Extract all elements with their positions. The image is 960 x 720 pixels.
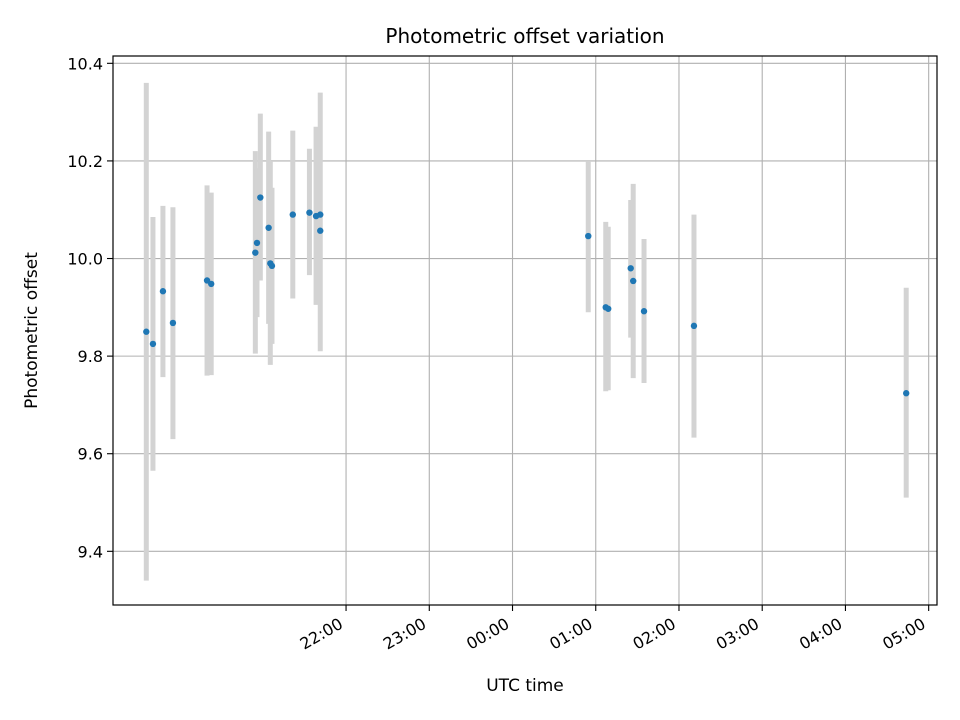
y-tick-label: 9.4 — [78, 542, 103, 561]
data-point — [265, 224, 272, 231]
y-tick-label: 10.0 — [67, 250, 103, 269]
data-point — [317, 227, 324, 234]
data-point — [640, 308, 648, 315]
data-point — [289, 211, 296, 218]
data-point — [903, 390, 910, 397]
data-point — [627, 265, 634, 272]
data-point — [208, 280, 215, 288]
data-point — [317, 211, 324, 218]
data-point — [159, 288, 167, 295]
y-tick-label: 9.8 — [78, 347, 103, 366]
data-point — [252, 249, 259, 256]
x-axis-title: UTC time — [486, 676, 564, 696]
data-point — [605, 305, 612, 312]
data-point — [585, 232, 592, 240]
data-point — [169, 319, 177, 327]
data-point — [149, 340, 157, 348]
data-points — [143, 194, 910, 397]
y-tick-label: 9.6 — [78, 445, 103, 464]
data-point — [257, 194, 264, 201]
data-point — [143, 328, 150, 335]
y-axis-ticks: 9.4 9.6 9.8 10.0 10.2 10.4 — [67, 54, 113, 561]
data-point — [306, 209, 313, 216]
data-point — [690, 322, 698, 330]
chart-title: Photometric offset variation — [385, 24, 664, 48]
grid — [113, 56, 937, 605]
y-tick-label: 10.4 — [67, 54, 103, 73]
plot-area-frame — [112, 55, 938, 606]
y-tick-label: 10.2 — [67, 152, 103, 171]
y-axis-title: Photometric offset — [22, 252, 42, 409]
data-point — [253, 239, 261, 247]
data-point — [268, 262, 276, 270]
data-point — [630, 277, 637, 285]
